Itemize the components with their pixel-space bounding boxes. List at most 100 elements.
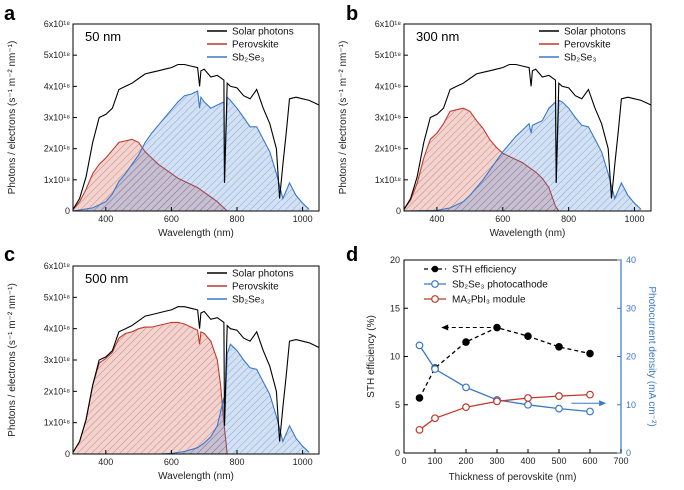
x-tick-label: 600	[582, 456, 597, 466]
arrow-left-head	[441, 324, 449, 331]
data-point	[415, 341, 424, 350]
x-tick-label: 800	[561, 214, 576, 224]
y-tick-label: 3x10¹⁸	[44, 113, 71, 123]
x-tick-label: 400	[520, 456, 535, 466]
x-tick-label: 800	[229, 457, 244, 467]
data-point	[415, 394, 424, 402]
panel-letter: d	[346, 244, 358, 266]
panel-letter: c	[4, 244, 15, 266]
x-tick-label: 100	[427, 456, 442, 466]
series-area-line	[72, 90, 310, 212]
legend-label: Sb₂Se₃	[564, 53, 596, 64]
y2-tick-label: 30	[626, 303, 636, 313]
y-tick-label: 2x10¹⁸	[44, 386, 71, 396]
legend-label: Perovskite	[232, 40, 279, 51]
legend-label: Solar photons	[564, 27, 626, 38]
panel-a: a 400 600 800 1000 0 1x10¹⁸ 2x10¹⁸ 3x10¹⁸ 4x10¹⁸ 5…	[4, 3, 320, 239]
x-tick-label: 0	[401, 456, 406, 466]
y-tick-label: 0	[395, 448, 400, 458]
data-point	[431, 365, 439, 373]
x-tick-label: 400	[98, 457, 113, 467]
thickness-label: 300 nm	[416, 29, 459, 44]
y-axis-label: Photons / electrons (s⁻¹ m⁻² nm⁻¹)	[7, 41, 18, 195]
y-tick-label: 2x10¹⁸	[44, 144, 71, 154]
panel-d: d0 100 200 300 400 500 600 70005101520010203040…	[346, 244, 657, 483]
y2-tick-label: 10	[626, 400, 636, 410]
y-tick-label: 6x10¹⁸	[44, 261, 71, 271]
legend-label: Sb₂Se₃ photocathode	[452, 280, 548, 291]
y2-axis-label: Photocurrent density (mA cm⁻²)	[646, 286, 657, 426]
series-line	[418, 326, 591, 399]
series-area-line	[72, 321, 228, 455]
series-line	[72, 306, 320, 453]
series-line	[418, 345, 591, 413]
x-axis-label: Thickness of perovskite (nm)	[449, 472, 577, 483]
y2-tick-label: 0	[626, 448, 631, 458]
y-tick-label: 1x10¹⁸	[44, 418, 71, 428]
y-axis-label: STH efficiency (%)	[366, 315, 377, 398]
y-tick-label: 5x10¹⁸	[44, 292, 71, 302]
data-point	[586, 407, 594, 416]
y-tick-label: 2x10¹⁸	[375, 144, 402, 154]
series-line	[72, 63, 320, 210]
data-point	[555, 392, 563, 400]
y-tick-label: 0	[396, 206, 401, 216]
y-tick-label: 3x10¹⁸	[44, 355, 71, 365]
x-tick-label: 1000	[293, 457, 313, 467]
y-tick-label: 4x10¹⁸	[44, 81, 71, 91]
series-area-line	[73, 343, 310, 455]
data-point	[524, 332, 532, 341]
legend-label: Sb₂Se₃	[232, 53, 264, 64]
panel-b: b 400 600 800 1000 0 1x10¹⁸ 2x10¹⁸ 3x10¹⁸ 4x10¹⁸ 5…	[338, 3, 652, 239]
legend-label: Perovskite	[232, 282, 279, 293]
y-tick-label: 0	[65, 449, 70, 459]
legend-label: MA₂PbI₃ module	[452, 295, 526, 306]
y-tick-label: 3x10¹⁸	[375, 113, 402, 123]
data-point	[586, 390, 594, 399]
legend-label: Solar photons	[232, 27, 294, 38]
data-point	[555, 404, 563, 413]
series-area-fill	[73, 91, 310, 211]
legend-label: Solar photons	[232, 269, 294, 280]
x-axis-label: Wavelength (nm)	[490, 228, 566, 239]
data-point	[555, 343, 563, 351]
x-tick-label: 400	[98, 214, 113, 224]
y-tick-label: 5x10¹⁸	[375, 50, 402, 60]
x-tick-label: 200	[458, 456, 473, 466]
x-axis-label: Wavelength (nm)	[158, 471, 234, 482]
y2-tick-label: 20	[626, 352, 636, 362]
series-line	[403, 63, 652, 210]
data-point	[462, 338, 470, 346]
data-point	[524, 394, 532, 402]
thickness-label: 50 nm	[85, 29, 121, 44]
legend-label: STH efficiency	[452, 265, 516, 276]
data-point	[524, 400, 532, 409]
series-area-line	[403, 99, 642, 212]
x-tick-label: 1000	[293, 214, 313, 224]
series-area-fill	[404, 100, 642, 211]
y-tick-label: 6x10¹⁸	[375, 19, 402, 29]
x-tick-label: 600	[164, 457, 179, 467]
x-tick-label: 1000	[625, 214, 645, 224]
y-axis-label: Photons / electrons (s⁻¹ m⁻² nm⁻¹)	[338, 41, 349, 195]
legend-label: Perovskite	[564, 40, 611, 51]
panel-c: c 400 600 800 1000 0 1x10¹⁸ 2x10¹⁸ 3x10¹⁸ 4x10¹⁸ 5…	[4, 244, 320, 482]
panel-letter: a	[4, 3, 16, 25]
y-tick-label: 4x10¹⁸	[44, 324, 71, 334]
x-axis-label: Wavelength (nm)	[158, 228, 234, 239]
panel-letter: b	[346, 3, 358, 25]
x-tick-label: 500	[551, 456, 566, 466]
data-point	[462, 403, 470, 412]
data-point	[586, 349, 594, 358]
y-tick-label: 5x10¹⁸	[44, 50, 71, 60]
y-axis-label: Photons / electrons (s⁻¹ m⁻² nm⁻¹)	[7, 283, 18, 437]
y-tick-label: 10	[390, 352, 400, 362]
y-tick-label: 5	[395, 400, 400, 410]
data-point	[462, 383, 470, 392]
data-point	[415, 425, 424, 434]
y-tick-label: 1x10¹⁸	[44, 175, 71, 185]
x-tick-label: 400	[429, 214, 444, 224]
x-tick-label: 600	[495, 214, 510, 224]
series-line	[419, 393, 591, 431]
